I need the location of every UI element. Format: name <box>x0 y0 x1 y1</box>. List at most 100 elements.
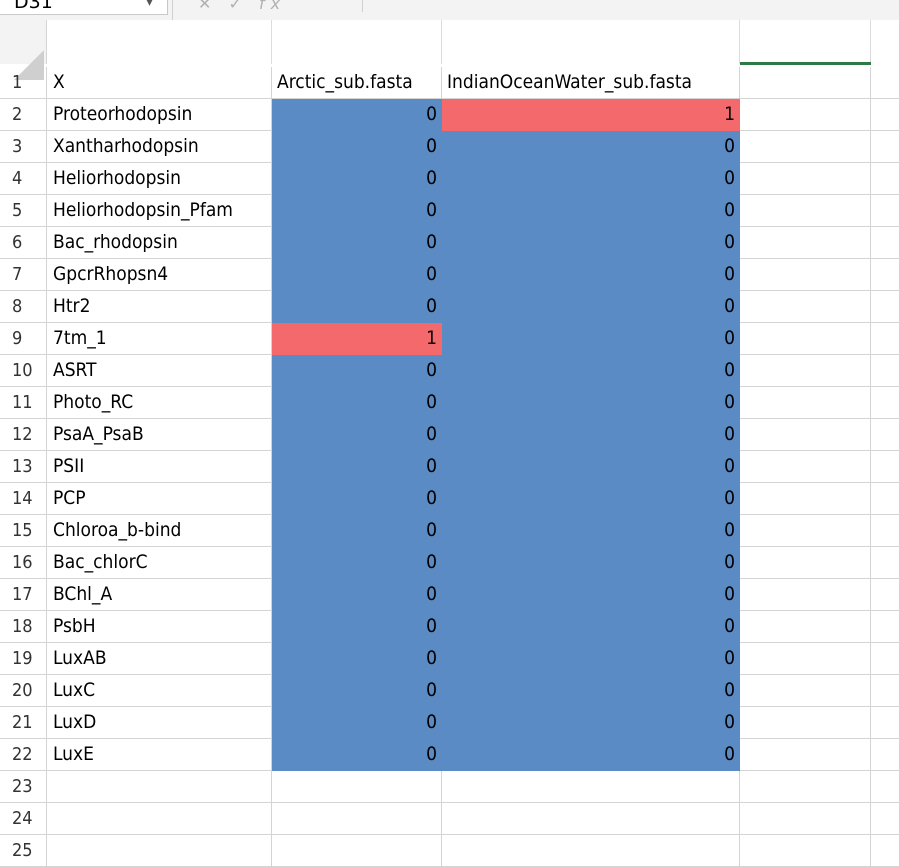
cell-empty[interactable] <box>871 611 899 643</box>
cell-arctic[interactable]: 0 <box>272 419 442 451</box>
row-header[interactable]: 10 <box>0 355 47 387</box>
cell-indian-ocean[interactable]: 0 <box>442 195 740 227</box>
column-header-a[interactable] <box>47 20 272 64</box>
cell-empty[interactable] <box>871 675 899 707</box>
cell-arctic[interactable]: 0 <box>272 451 442 483</box>
row-header[interactable]: 5 <box>0 195 47 227</box>
cell-indian-ocean[interactable]: 0 <box>442 259 740 291</box>
cell-arctic[interactable]: 0 <box>272 355 442 387</box>
cell-feature-name[interactable]: LuxC <box>47 675 272 707</box>
cell-feature-name[interactable]: PsaA_PsaB <box>47 419 272 451</box>
cell-empty[interactable] <box>740 67 871 99</box>
cell-feature-name[interactable]: PSII <box>47 451 272 483</box>
cell-arctic[interactable]: 0 <box>272 291 442 323</box>
cell-feature-name[interactable]: LuxAB <box>47 643 272 675</box>
cell-arctic[interactable]: 0 <box>272 131 442 163</box>
cell-empty[interactable] <box>740 387 871 419</box>
cell-indian-ocean[interactable]: 0 <box>442 579 740 611</box>
cell-arctic[interactable]: 1 <box>272 323 442 355</box>
row-header[interactable]: 7 <box>0 259 47 291</box>
cell-feature-name[interactable]: Bac_chlorC <box>47 547 272 579</box>
cell-empty[interactable] <box>740 803 871 835</box>
cell-empty[interactable] <box>740 675 871 707</box>
cell-empty[interactable] <box>871 227 899 259</box>
cell-feature-name[interactable]: PsbH <box>47 611 272 643</box>
cell-empty[interactable] <box>871 835 899 867</box>
cell-empty[interactable] <box>871 419 899 451</box>
cell-empty[interactable] <box>871 323 899 355</box>
row-header[interactable]: 15 <box>0 515 47 547</box>
function-icon[interactable]: fx <box>259 0 287 13</box>
cell-indian-ocean[interactable]: 0 <box>442 547 740 579</box>
row-header[interactable]: 21 <box>0 707 47 739</box>
cell-empty[interactable] <box>871 547 899 579</box>
cell-indian-ocean[interactable] <box>442 835 740 867</box>
cell-feature-name[interactable]: LuxD <box>47 707 272 739</box>
row-header[interactable]: 12 <box>0 419 47 451</box>
cell-empty[interactable] <box>740 163 871 195</box>
cell-empty[interactable] <box>740 291 871 323</box>
cell-feature-name[interactable]: Photo_RC <box>47 387 272 419</box>
row-header[interactable]: 24 <box>0 803 47 835</box>
cell-indian-ocean[interactable]: 0 <box>442 739 740 771</box>
cell-indian-ocean[interactable]: 0 <box>442 323 740 355</box>
cell-feature-name[interactable]: Proteorhodopsin <box>47 99 272 131</box>
cell-indian-ocean[interactable]: 0 <box>442 419 740 451</box>
row-header[interactable]: 8 <box>0 291 47 323</box>
cell-indian-ocean[interactable]: 0 <box>442 131 740 163</box>
cell-empty[interactable] <box>740 515 871 547</box>
cell-empty[interactable] <box>871 387 899 419</box>
cell-indian-ocean[interactable]: IndianOceanWater_sub.fasta <box>442 67 740 99</box>
cell-feature-name[interactable]: 7tm_1 <box>47 323 272 355</box>
cell-arctic[interactable]: 0 <box>272 547 442 579</box>
cell-empty[interactable] <box>871 739 899 771</box>
cell-arctic[interactable]: 0 <box>272 387 442 419</box>
cell-indian-ocean[interactable]: 0 <box>442 643 740 675</box>
cell-feature-name[interactable] <box>47 771 272 803</box>
row-header[interactable]: 11 <box>0 387 47 419</box>
cell-feature-name[interactable] <box>47 835 272 867</box>
column-header-e[interactable] <box>871 20 899 64</box>
cell-empty[interactable] <box>871 291 899 323</box>
cell-arctic[interactable] <box>272 835 442 867</box>
cell-empty[interactable] <box>740 227 871 259</box>
cell-arctic[interactable]: 0 <box>272 515 442 547</box>
cell-arctic[interactable]: Arctic_sub.fasta <box>272 67 442 99</box>
cell-arctic[interactable]: 0 <box>272 579 442 611</box>
cell-empty[interactable] <box>740 355 871 387</box>
cell-arctic[interactable]: 0 <box>272 259 442 291</box>
cell-indian-ocean[interactable]: 0 <box>442 675 740 707</box>
cell-empty[interactable] <box>871 579 899 611</box>
row-header[interactable]: 13 <box>0 451 47 483</box>
cell-empty[interactable] <box>871 643 899 675</box>
cell-arctic[interactable]: 0 <box>272 707 442 739</box>
row-header[interactable]: 3 <box>0 131 47 163</box>
cell-empty[interactable] <box>740 643 871 675</box>
cell-indian-ocean[interactable]: 0 <box>442 163 740 195</box>
cell-feature-name[interactable]: Heliorhodopsin <box>47 163 272 195</box>
cell-empty[interactable] <box>871 355 899 387</box>
cell-feature-name[interactable]: X <box>47 67 272 99</box>
cell-empty[interactable] <box>740 771 871 803</box>
cell-indian-ocean[interactable]: 0 <box>442 387 740 419</box>
cell-empty[interactable] <box>740 259 871 291</box>
row-header[interactable]: 2 <box>0 99 47 131</box>
select-all-corner[interactable] <box>0 20 47 80</box>
cell-indian-ocean[interactable]: 0 <box>442 291 740 323</box>
column-header-d[interactable] <box>740 20 871 64</box>
cell-feature-name[interactable]: LuxE <box>47 739 272 771</box>
cell-indian-ocean[interactable]: 0 <box>442 227 740 259</box>
cell-empty[interactable] <box>871 707 899 739</box>
cell-indian-ocean[interactable] <box>442 771 740 803</box>
cell-empty[interactable] <box>740 835 871 867</box>
cell-arctic[interactable]: 0 <box>272 99 442 131</box>
cell-arctic[interactable]: 0 <box>272 227 442 259</box>
cell-arctic[interactable]: 0 <box>272 483 442 515</box>
row-header[interactable]: 20 <box>0 675 47 707</box>
cell-feature-name[interactable]: PCP <box>47 483 272 515</box>
cell-feature-name[interactable]: Chloroa_b-bind <box>47 515 272 547</box>
cell-empty[interactable] <box>871 451 899 483</box>
cell-empty[interactable] <box>871 67 899 99</box>
cell-indian-ocean[interactable]: 0 <box>442 611 740 643</box>
cell-feature-name[interactable]: Htr2 <box>47 291 272 323</box>
